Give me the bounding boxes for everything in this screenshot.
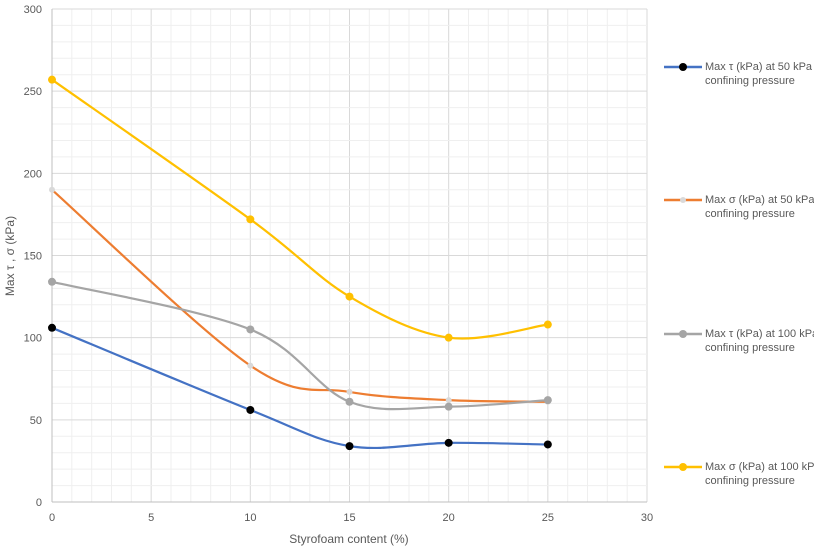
data-point [345,442,354,451]
y-tick-label: 100 [24,333,42,345]
y-tick-label: 0 [36,497,42,509]
data-point [48,323,56,332]
data-point [247,362,254,369]
data-point [444,438,453,447]
series-line [51,280,548,411]
data-point [543,320,552,329]
legend-label: Max σ (kPa) at 100 kPa confining pressur… [705,461,814,487]
x-tick-label: 5 [148,512,154,524]
x-axis-label: Styrofoam content (%) [289,532,408,546]
x-tick-label: 10 [244,512,256,524]
x-tick-label: 30 [641,512,653,524]
data-point [246,405,255,414]
x-tick-label: 0 [49,512,55,524]
data-point [49,186,55,193]
data-point [444,333,453,342]
data-point [48,277,56,286]
legend-swatch [664,197,702,203]
y-axis-label: Max τ , σ (kPa) [3,216,17,296]
legend-label: Max σ (kPa) at 50 kPa confining pressure [705,194,814,220]
y-tick-label: 300 [24,4,42,16]
legend-label: Max τ (kPa) at 100 kPa confining pressur… [705,328,814,354]
legend-item: Max τ (kPa) at 100 kPa confining pressur… [663,327,814,355]
data-point [48,75,56,84]
legend-swatch [664,63,702,71]
data-point [246,325,255,334]
y-tick-label: 200 [24,168,42,180]
data-point [246,215,255,224]
legend-swatch [664,330,702,338]
data-point [445,397,452,404]
legend-label: Max τ (kPa) at 50 kPa confining pressure [705,61,813,87]
y-tick-label: 50 [30,415,42,427]
legend-swatch [664,463,702,471]
data-point [444,402,453,411]
legend-item: Max σ (kPa) at 100 kPa confining pressur… [663,460,814,488]
series-line [51,326,548,450]
data-point [543,440,552,449]
legend-item: Max τ (kPa) at 50 kPa confining pressure [663,60,814,88]
data-point [345,292,354,301]
data-point [346,388,353,395]
series-line [51,188,548,403]
x-tick-label: 25 [542,512,554,524]
y-tick-label: 250 [24,86,42,98]
x-tick-label: 20 [443,512,455,524]
y-tick-label: 150 [24,251,42,263]
legend-item: Max σ (kPa) at 50 kPa confining pressure [663,193,814,221]
data-point [543,396,552,405]
data-point [345,397,354,406]
x-tick-label: 15 [343,512,355,524]
series-line [51,78,548,340]
